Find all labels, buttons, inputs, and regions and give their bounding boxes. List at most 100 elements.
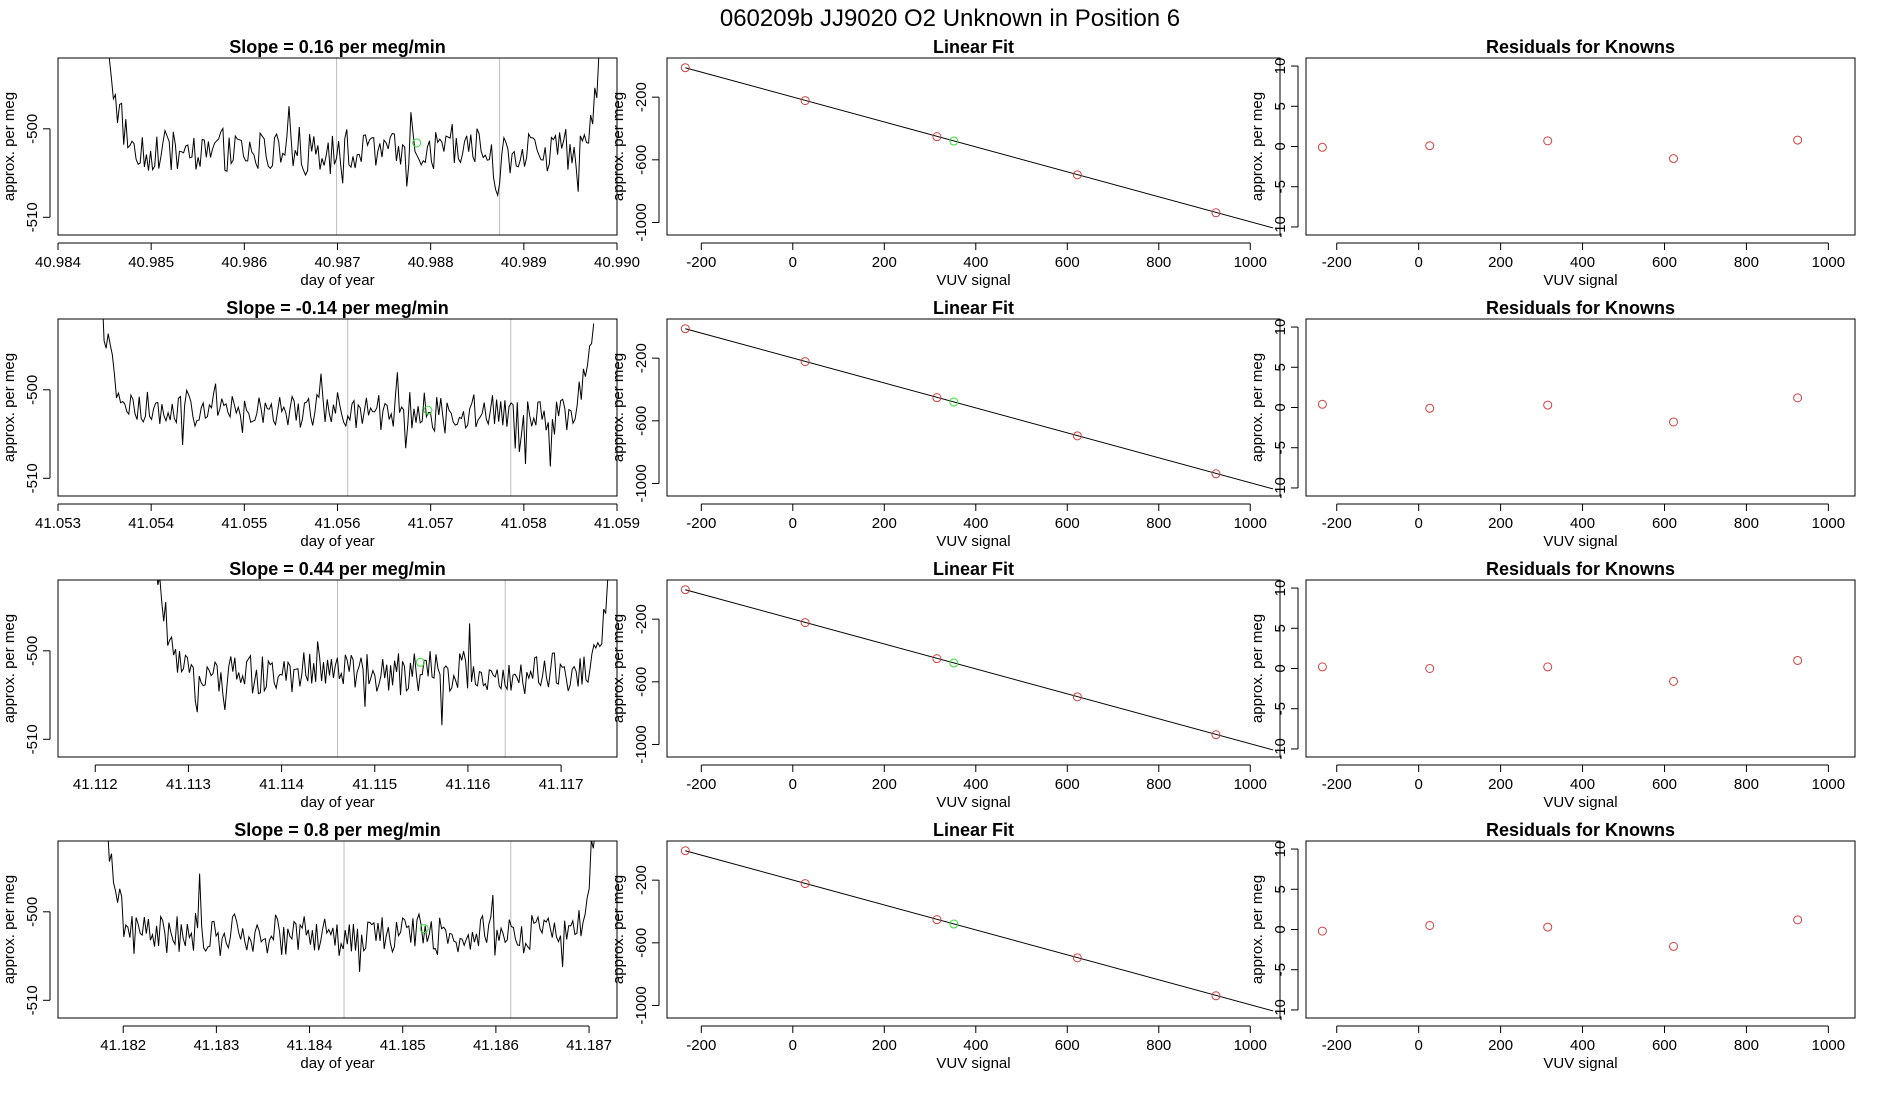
linear-fit-panel: Linear Fit VUV signal approx. per meg -200 0… <box>610 298 1281 550</box>
y-tick-label: 0 <box>1272 142 1289 150</box>
residual-point <box>1317 662 1327 672</box>
y-tick-label: 10 <box>1272 841 1289 858</box>
x-tick-label: 1000 <box>1234 776 1267 793</box>
signal-trace <box>108 58 600 198</box>
plot-frame <box>1305 57 1856 236</box>
panel-title: Residuals for Knowns <box>1486 559 1675 579</box>
x-tick-label: 40.984 <box>35 254 81 271</box>
x-tick-label: -200 <box>1322 254 1352 271</box>
panel-title: Residuals for Knowns <box>1486 820 1675 840</box>
plot-frame <box>57 840 618 1019</box>
x-tick-label: 1000 <box>1234 515 1267 532</box>
residual-point <box>1793 655 1803 665</box>
y-tick-label: 0 <box>1272 925 1289 933</box>
known-point <box>1211 208 1221 218</box>
x-tick-label: 400 <box>1570 515 1595 532</box>
x-tick-label: 41.182 <box>100 1037 146 1054</box>
known-point <box>800 357 810 367</box>
y-axis-label: approx. per meg <box>1 92 18 201</box>
known-point <box>680 63 690 73</box>
x-tick-label: 41.053 <box>35 515 81 532</box>
residual-point <box>1317 926 1327 936</box>
x-tick-label: -200 <box>686 254 716 271</box>
x-tick-label: 600 <box>1652 1037 1677 1054</box>
x-tick-label: 400 <box>963 1037 988 1054</box>
known-point <box>800 618 810 628</box>
x-tick-label: 800 <box>1734 776 1759 793</box>
y-tick-label: -200 <box>633 343 650 373</box>
unknown-mean-point <box>419 924 429 934</box>
y-tick-label: -1000 <box>633 986 650 1024</box>
panel-title: Residuals for Knowns <box>1486 298 1675 318</box>
x-tick-label: 400 <box>963 254 988 271</box>
figure-suptitle: 060209b JJ9020 O2 Unknown in Position 6 <box>720 5 1180 32</box>
unknown-mean-point <box>412 138 422 148</box>
y-axis-label: approx. per meg <box>1 875 18 984</box>
unknown-point <box>949 136 959 146</box>
x-tick-label: 41.113 <box>166 776 211 793</box>
x-tick-label: 200 <box>872 776 897 793</box>
unknown-point <box>949 919 959 929</box>
residual-point <box>1425 141 1435 151</box>
x-tick-label: 40.985 <box>128 254 174 271</box>
x-tick-label: -200 <box>686 515 716 532</box>
known-point <box>1211 991 1221 1001</box>
x-tick-label: 1000 <box>1812 515 1845 532</box>
x-tick-label: 0 <box>1414 515 1422 532</box>
plot-frame <box>666 318 1281 497</box>
x-axis-label: VUV signal <box>936 533 1010 550</box>
x-axis-label: day of year <box>300 1055 374 1072</box>
x-tick-label: -200 <box>1322 776 1352 793</box>
unknown-point <box>949 658 959 668</box>
known-point <box>1072 692 1082 702</box>
residual-point <box>1793 135 1803 145</box>
panel-title: Slope = 0.8 per meg/min <box>234 820 441 840</box>
x-tick-label: 400 <box>1570 776 1595 793</box>
fit-line <box>685 850 1274 1012</box>
y-tick-label: 10 <box>1272 58 1289 75</box>
y-tick-label: -1000 <box>633 464 650 502</box>
y-tick-label: -600 <box>633 928 650 958</box>
x-tick-label: 40.989 <box>501 254 547 271</box>
residual-point <box>1793 915 1803 925</box>
x-tick-label: 200 <box>1488 776 1513 793</box>
x-tick-label: 40.987 <box>315 254 361 271</box>
x-tick-label: 1000 <box>1234 1037 1267 1054</box>
known-point <box>932 393 942 403</box>
y-axis-label: approx. per meg <box>1249 875 1266 984</box>
known-point <box>1072 431 1082 441</box>
x-tick-label: 400 <box>963 776 988 793</box>
linear-fit-panel: Linear Fit VUV signal approx. per meg -200 0… <box>610 820 1281 1072</box>
y-tick-label: 0 <box>1272 403 1289 411</box>
x-tick-label: -200 <box>686 1037 716 1054</box>
known-point <box>1072 953 1082 963</box>
x-tick-label: 41.055 <box>221 515 267 532</box>
residual-point <box>1425 403 1435 413</box>
unknown-mean-point <box>415 657 425 667</box>
residual-point <box>1669 417 1679 427</box>
plot-frame <box>57 318 618 497</box>
y-tick-label: -510 <box>24 463 41 493</box>
known-point <box>800 96 810 106</box>
x-tick-label: -200 <box>686 776 716 793</box>
y-tick-label: -1000 <box>633 725 650 763</box>
y-tick-label: 5 <box>1272 885 1289 893</box>
known-point <box>680 846 690 856</box>
y-tick-label: -1000 <box>633 203 650 241</box>
y-axis-label: approx. per meg <box>1 614 18 723</box>
fit-line <box>685 589 1274 751</box>
x-tick-label: 0 <box>1414 1037 1422 1054</box>
x-tick-label: 41.059 <box>594 515 640 532</box>
x-tick-label: 40.990 <box>594 254 640 271</box>
signal-trace <box>107 841 595 972</box>
x-tick-label: 800 <box>1734 254 1759 271</box>
plot-frame <box>666 579 1281 758</box>
residual-point <box>1669 676 1679 686</box>
residuals-panel: Residuals for Knowns VUV signal approx. pe… <box>1249 298 1856 550</box>
x-axis-label: VUV signal <box>936 272 1010 289</box>
y-axis-label: approx. per meg <box>610 614 627 723</box>
y-tick-label: -600 <box>633 406 650 436</box>
x-tick-label: 200 <box>872 515 897 532</box>
x-tick-label: 0 <box>1414 254 1422 271</box>
y-tick-label: -10 <box>1272 216 1289 238</box>
